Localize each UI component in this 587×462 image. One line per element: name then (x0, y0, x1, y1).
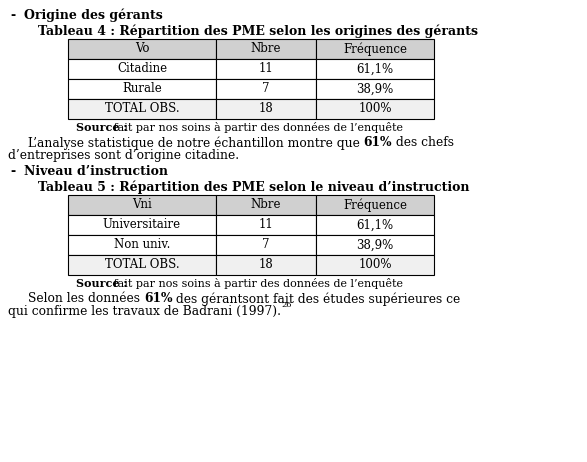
Text: Nbre: Nbre (251, 43, 281, 55)
Text: 100%: 100% (358, 259, 392, 272)
Text: Citadine: Citadine (117, 62, 167, 75)
Text: 18: 18 (259, 103, 274, 116)
Bar (68, 99, 216, 119)
Text: 11: 11 (259, 219, 274, 231)
Bar (68, 235, 216, 255)
Text: TOTAL OBS.: TOTAL OBS. (104, 259, 179, 272)
Text: 18: 18 (259, 259, 274, 272)
Bar (316, 59, 434, 79)
Text: Tableau 4 : Répartition des PME selon les origines des gérants: Tableau 4 : Répartition des PME selon le… (38, 25, 478, 38)
Text: 100%: 100% (358, 103, 392, 116)
Bar (216, 39, 316, 59)
Bar (68, 255, 216, 275)
Text: Niveau d’instruction: Niveau d’instruction (24, 165, 168, 178)
Text: d’entreprises sont d’origine citadine.: d’entreprises sont d’origine citadine. (8, 149, 239, 162)
Text: fait par nos soins à partir des données de l’enquête: fait par nos soins à partir des données … (110, 122, 403, 133)
Bar (216, 59, 316, 79)
Text: 61%: 61% (144, 292, 173, 305)
Text: fait par nos soins à partir des données de l’enquête: fait par nos soins à partir des données … (110, 278, 403, 289)
Bar (68, 79, 216, 99)
Text: 7: 7 (262, 83, 270, 96)
Text: Vo: Vo (135, 43, 149, 55)
Text: Source :: Source : (76, 278, 127, 289)
Text: 38,9%: 38,9% (356, 238, 394, 251)
Text: 61,1%: 61,1% (356, 219, 393, 231)
Text: 7: 7 (262, 238, 270, 251)
Text: 38,9%: 38,9% (356, 83, 394, 96)
Text: des gérantsont fait des études supérieures ce: des gérantsont fait des études supérieur… (173, 292, 461, 305)
Bar (316, 79, 434, 99)
Text: Non univ.: Non univ. (114, 238, 170, 251)
Text: qui confirme les travaux de Badrani (1997).: qui confirme les travaux de Badrani (199… (8, 305, 281, 318)
Text: -: - (10, 9, 15, 22)
Text: Selon les données: Selon les données (28, 292, 144, 305)
Text: Rurale: Rurale (122, 83, 162, 96)
Text: Nbre: Nbre (251, 199, 281, 212)
Text: Origine des gérants: Origine des gérants (24, 9, 163, 23)
Bar (68, 195, 216, 215)
Bar (316, 195, 434, 215)
Text: 61%: 61% (364, 136, 392, 149)
Text: 61,1%: 61,1% (356, 62, 393, 75)
Text: Fréquence: Fréquence (343, 198, 407, 212)
Text: L’analyse statistique de notre échantillon montre que: L’analyse statistique de notre échantill… (28, 136, 364, 150)
Bar (316, 255, 434, 275)
Text: Fréquence: Fréquence (343, 42, 407, 56)
Text: -: - (10, 165, 15, 178)
Bar (68, 59, 216, 79)
Bar (216, 99, 316, 119)
Bar (216, 255, 316, 275)
Text: 11: 11 (259, 62, 274, 75)
Bar (316, 99, 434, 119)
Bar (68, 39, 216, 59)
Bar (216, 235, 316, 255)
Text: TOTAL OBS.: TOTAL OBS. (104, 103, 179, 116)
Bar (316, 215, 434, 235)
Bar (68, 215, 216, 235)
Text: 26: 26 (281, 301, 292, 309)
Bar (316, 39, 434, 59)
Text: des chefs: des chefs (392, 136, 454, 149)
Bar (316, 235, 434, 255)
Bar (216, 215, 316, 235)
Bar (216, 195, 316, 215)
Text: Vni: Vni (132, 199, 152, 212)
Text: Tableau 5 : Répartition des PME selon le niveau d’instruction: Tableau 5 : Répartition des PME selon le… (38, 181, 470, 195)
Text: Source :: Source : (76, 122, 127, 133)
Text: Universitaire: Universitaire (103, 219, 181, 231)
Bar (216, 79, 316, 99)
